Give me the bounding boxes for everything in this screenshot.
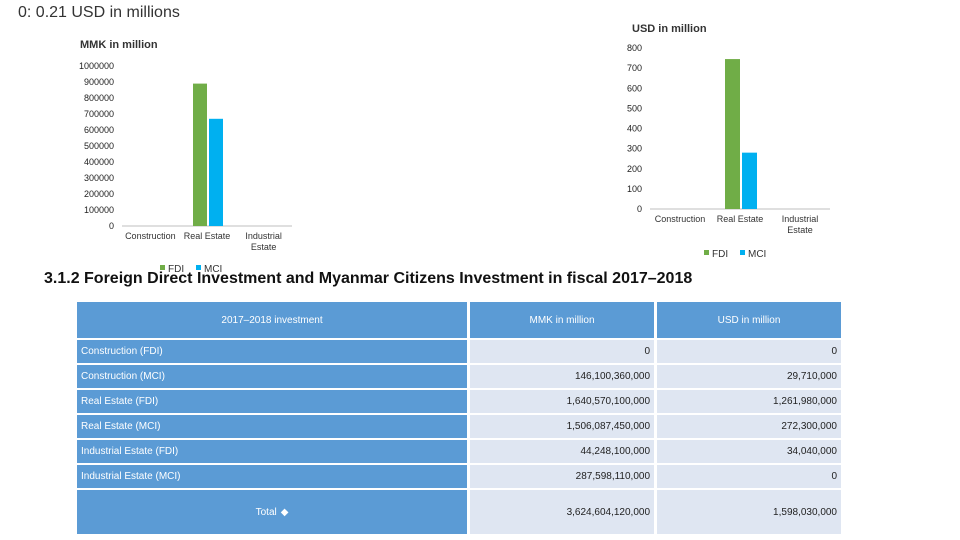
row-usd: 0 (657, 338, 841, 363)
bar-mci-real-estate (209, 118, 223, 226)
bar-mci-real-estate (742, 152, 757, 209)
table-total-row: Total ◆ 3,624,604,120,000 1,598,030,000 (77, 488, 841, 534)
y-tick-label: 0 (109, 221, 114, 231)
x-tick-label: Industrial (782, 214, 819, 224)
table-row: Construction (FDI) 0 0 (77, 338, 841, 363)
row-usd: 0 (657, 463, 841, 488)
y-tick-label: 200000 (84, 189, 114, 199)
x-tick-label: Construction (655, 214, 706, 224)
y-tick-label: 600000 (84, 125, 114, 135)
total-usd: 1,598,030,000 (657, 488, 841, 534)
table-row: Real Estate (MCI) 1,506,087,450,000 272,… (77, 413, 841, 438)
row-mmk: 0 (470, 338, 655, 363)
table-header-row: 2017–2018 investment MMK in million USD … (77, 302, 841, 338)
total-label-text: Total (255, 506, 277, 518)
table-row: Industrial Estate (MCI) 287,598,110,000 … (77, 463, 841, 488)
row-mmk: 146,100,360,000 (470, 363, 655, 388)
total-mmk: 3,624,604,120,000 (470, 488, 655, 534)
row-usd: 1,261,980,000 (657, 388, 841, 413)
y-axis-title: MMK in million (80, 39, 158, 51)
y-tick-label: 1000000 (79, 61, 114, 71)
y-tick-label: 300000 (84, 173, 114, 183)
x-tick-label: Real Estate (717, 214, 764, 224)
header-usd: USD in million (657, 302, 841, 338)
row-mmk: 1,506,087,450,000 (470, 413, 655, 438)
row-label: Construction (MCI) (77, 363, 468, 388)
usd-bar-chart: USD in million 0 100 200 300 400 500 600 700 800 C… (627, 23, 830, 260)
header-mmk: MMK in million (470, 302, 655, 338)
x-tick-label: Construction (125, 231, 176, 241)
row-label: Industrial Estate (FDI) (77, 438, 468, 463)
diamond-icon: ◆ (280, 506, 289, 518)
legend-label-fdi: FDI (712, 249, 728, 260)
bar-fdi-real-estate (193, 83, 207, 226)
legend-label-fdi: FDI (168, 264, 184, 275)
row-label: Industrial Estate (MCI) (77, 463, 468, 488)
legend-swatch-mci (740, 250, 745, 255)
investment-table: 2017–2018 investment MMK in million USD … (74, 302, 844, 534)
y-tick-label: 800 (627, 43, 642, 53)
row-label: Real Estate (MCI) (77, 413, 468, 438)
y-tick-label: 300 (627, 144, 642, 154)
y-tick-label: 100 (627, 184, 642, 194)
legend-swatch-fdi (160, 265, 165, 270)
table-row: Construction (MCI) 146,100,360,000 29,71… (77, 363, 841, 388)
section-heading: 3.1.2 Foreign Direct Investment and Myan… (44, 270, 693, 287)
row-mmk: 287,598,110,000 (470, 463, 655, 488)
table-row: Industrial Estate (FDI) 44,248,100,000 3… (77, 438, 841, 463)
x-tick-label: Estate (251, 242, 277, 252)
y-tick-label: 400 (627, 124, 642, 134)
header-investment: 2017–2018 investment (77, 302, 468, 338)
table-row: Real Estate (FDI) 1,640,570,100,000 1,26… (77, 388, 841, 413)
y-tick-label: 700000 (84, 109, 114, 119)
y-tick-label: 600 (627, 83, 642, 93)
y-tick-label: 800000 (84, 93, 114, 103)
bar-fdi-real-estate (725, 59, 740, 209)
y-tick-label: 200 (627, 164, 642, 174)
x-tick-label: Real Estate (184, 231, 231, 241)
y-axis-title: USD in million (632, 23, 707, 35)
y-tick-label: 500 (627, 103, 642, 113)
row-mmk: 1,640,570,100,000 (470, 388, 655, 413)
row-label: Real Estate (FDI) (77, 388, 468, 413)
row-mmk: 44,248,100,000 (470, 438, 655, 463)
x-tick-label: Estate (787, 225, 813, 235)
legend-swatch-mci (196, 265, 201, 270)
legend-label-mci: MCI (204, 264, 222, 275)
y-tick-label: 0 (637, 204, 642, 214)
legend-label-mci: MCI (748, 249, 766, 260)
row-usd: 34,040,000 (657, 438, 841, 463)
mmk-bar-chart: MMK in million 0 100000 200000 300000 400000 5… (79, 39, 292, 275)
y-tick-label: 100000 (84, 205, 114, 215)
y-tick-label: 700 (627, 63, 642, 73)
y-tick-label: 900000 (84, 77, 114, 87)
conversion-note: 0: 0.21 USD in millions (18, 4, 180, 21)
legend-swatch-fdi (704, 250, 709, 255)
row-usd: 29,710,000 (657, 363, 841, 388)
row-label: Construction (FDI) (77, 338, 468, 363)
x-tick-label: Industrial (245, 231, 282, 241)
y-tick-label: 500000 (84, 141, 114, 151)
total-label: Total ◆ (77, 488, 468, 534)
row-usd: 272,300,000 (657, 413, 841, 438)
y-tick-label: 400000 (84, 157, 114, 167)
